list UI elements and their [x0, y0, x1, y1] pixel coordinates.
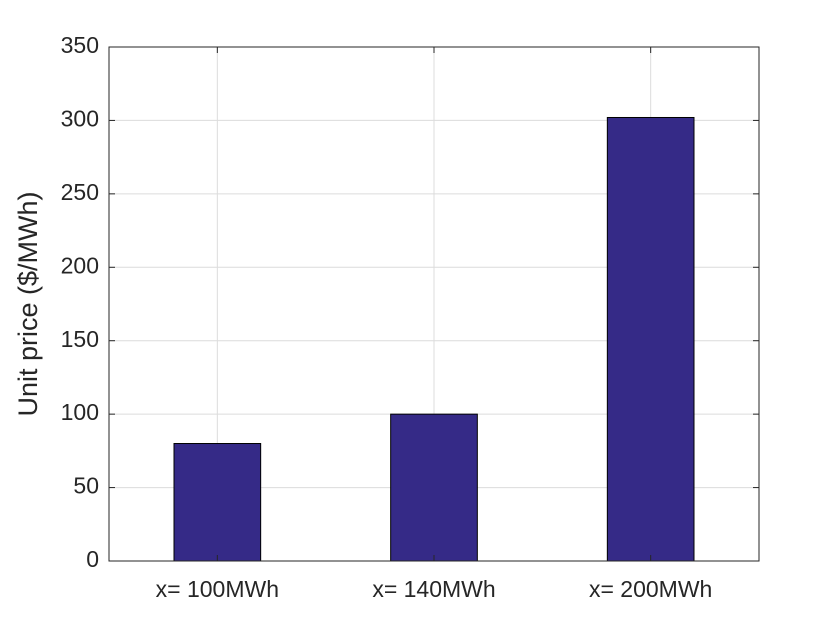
bar — [390, 413, 478, 562]
bar — [606, 116, 695, 562]
y-tick-label: 50 — [73, 473, 99, 499]
y-tick-label: 300 — [61, 106, 99, 132]
x-tick-label: x= 100MWh — [156, 576, 279, 602]
y-tick-label: 200 — [61, 252, 99, 278]
y-tick-label: 150 — [61, 326, 99, 352]
y-axis-label: Unit price ($/MWh) — [13, 191, 43, 416]
y-tick-label: 100 — [61, 399, 99, 425]
bar — [173, 443, 262, 562]
plot-frame — [108, 46, 760, 562]
y-tick-label: 0 — [86, 546, 99, 572]
x-tick-label: x= 140MWh — [372, 576, 495, 602]
x-tick-label: x= 200MWh — [589, 576, 712, 602]
y-tick-label: 350 — [61, 32, 99, 58]
y-tick-label: 250 — [61, 179, 99, 205]
